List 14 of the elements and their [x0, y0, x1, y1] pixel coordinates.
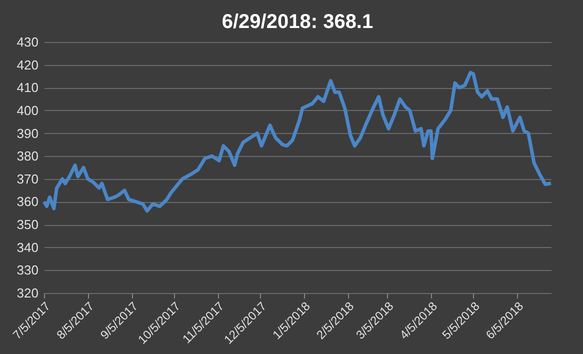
y-tick-label: 410 [16, 80, 38, 96]
y-tick-label: 330 [16, 262, 38, 278]
y-tick-label: 360 [16, 194, 38, 210]
y-tick-label: 430 [16, 34, 38, 50]
y-tick-label: 390 [16, 126, 38, 141]
y-tick-label: 380 [16, 148, 38, 164]
line-series [42, 70, 553, 213]
y-tick-label: 400 [16, 102, 38, 118]
y-tick-label: 420 [16, 57, 38, 72]
chart-title: 6/29/2018: 368.1 [222, 11, 374, 33]
y-tick-label: 370 [16, 171, 38, 186]
y-tick-label: 340 [16, 240, 38, 255]
y-tick-label: 350 [16, 217, 38, 232]
y-tick-label: 320 [16, 286, 38, 300]
